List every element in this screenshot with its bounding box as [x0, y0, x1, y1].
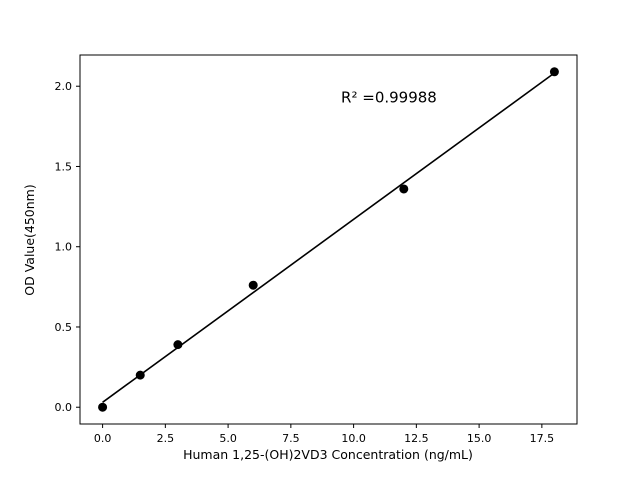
- r-squared-annotation: R² =0.99988: [341, 88, 437, 106]
- x-tick-label: 15.0: [467, 432, 492, 445]
- data-point: [98, 402, 108, 412]
- data-point: [549, 67, 559, 77]
- x-tick-label: 5.0: [219, 432, 237, 445]
- data-point: [173, 340, 183, 350]
- data-point: [399, 184, 409, 194]
- plot-render-layer: 0.0 2.5 5.0 7.5 10.0 12.5 15.0 17.5 0.0 0.5 1.0 1.5…: [55, 54, 578, 445]
- x-axis-label: Human 1,25-(OH)2VD3 Concentration (ng/mL…: [183, 447, 473, 462]
- y-axis-label: OD Value(450nm): [22, 184, 37, 295]
- x-tick-label: 0.0: [94, 432, 112, 445]
- y-tick-label: 1.5: [55, 160, 73, 173]
- plot-border: [79, 54, 578, 425]
- data-point: [248, 280, 258, 290]
- data-point: [135, 370, 145, 380]
- x-tick-label: 17.5: [530, 432, 555, 445]
- x-tick-label: 7.5: [282, 432, 300, 445]
- x-tick-label: 10.0: [341, 432, 366, 445]
- y-tick-label: 0.5: [55, 321, 73, 334]
- fit-line: [102, 72, 555, 403]
- y-tick-label: 0.0: [55, 401, 73, 414]
- y-tick-label: 2.0: [55, 80, 73, 93]
- x-tick-label: 2.5: [157, 432, 175, 445]
- x-tick-label: 12.5: [404, 432, 429, 445]
- y-tick-label: 1.0: [55, 241, 73, 254]
